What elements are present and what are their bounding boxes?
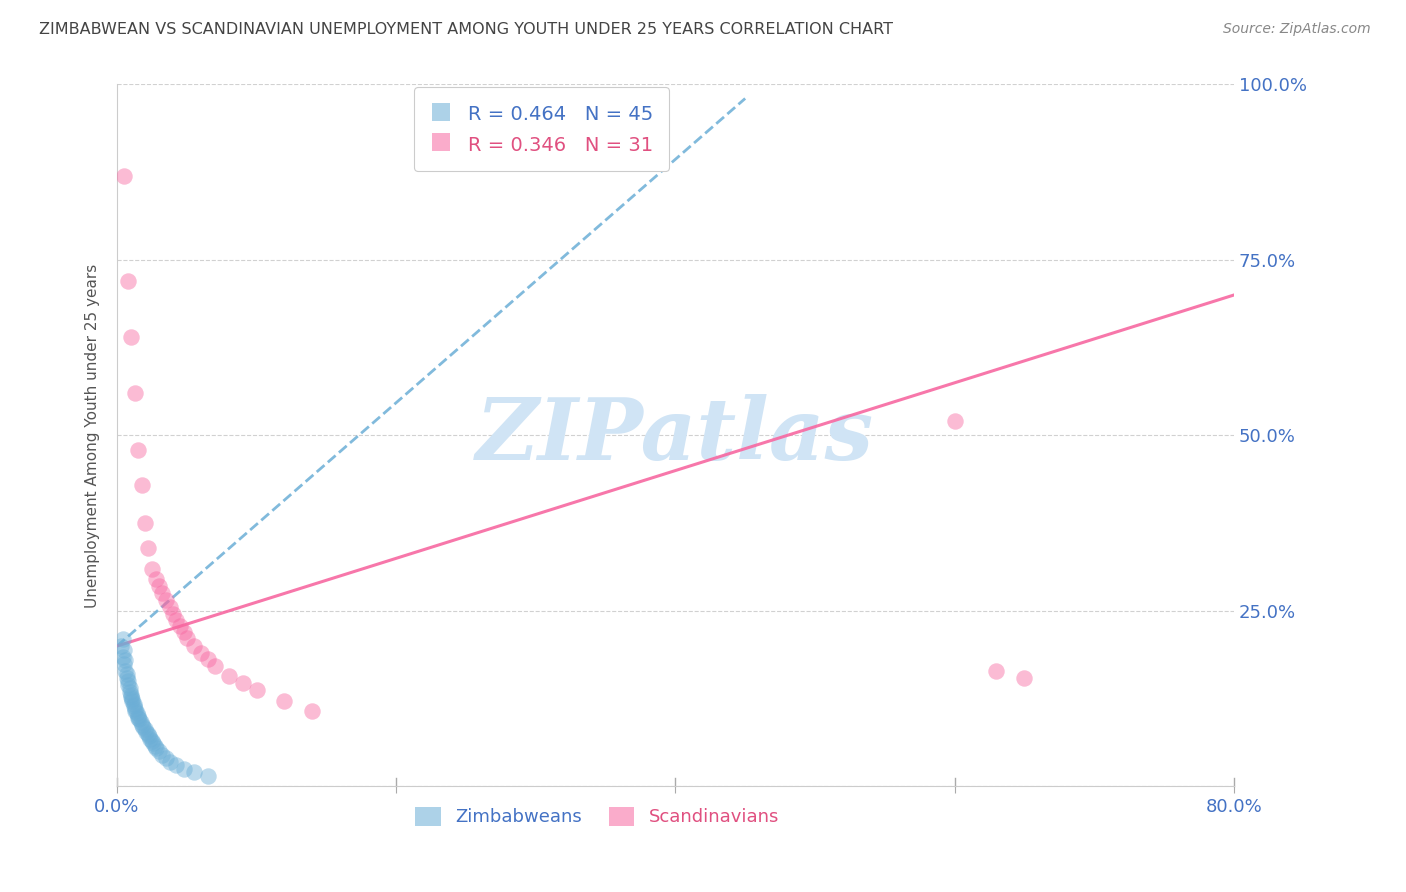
Text: ZIMBABWEAN VS SCANDINAVIAN UNEMPLOYMENT AMONG YOUTH UNDER 25 YEARS CORRELATION C: ZIMBABWEAN VS SCANDINAVIAN UNEMPLOYMENT … — [39, 22, 893, 37]
Point — [943, 414, 966, 428]
Point — [232, 675, 254, 690]
Point — [131, 477, 153, 491]
Point — [145, 573, 167, 587]
Point — [122, 699, 145, 714]
Point — [159, 755, 181, 769]
Point — [125, 706, 148, 720]
Point — [169, 619, 191, 633]
Point — [155, 751, 177, 765]
Point — [135, 724, 157, 739]
Point — [120, 690, 142, 704]
Point — [121, 691, 143, 706]
Point — [159, 600, 181, 615]
Point — [117, 674, 139, 689]
Point — [148, 744, 170, 758]
Point — [127, 442, 149, 457]
Point — [176, 631, 198, 645]
Point — [301, 704, 323, 718]
Point — [124, 702, 146, 716]
Point — [134, 722, 156, 736]
Legend: Zimbabweans, Scandinavians: Zimbabweans, Scandinavians — [408, 800, 786, 834]
Text: ZIPatlas: ZIPatlas — [477, 393, 875, 477]
Point — [139, 731, 162, 746]
Point — [165, 613, 187, 627]
Point — [127, 711, 149, 725]
Point — [114, 653, 136, 667]
Point — [145, 740, 167, 755]
Point — [273, 694, 295, 708]
Point — [117, 678, 139, 692]
Point — [124, 386, 146, 401]
Point — [183, 639, 205, 653]
Point — [173, 762, 195, 776]
Point — [148, 579, 170, 593]
Point — [165, 758, 187, 772]
Point — [197, 769, 219, 783]
Point — [112, 657, 135, 671]
Point — [162, 607, 184, 622]
Point — [190, 646, 212, 660]
Point — [131, 717, 153, 731]
Point — [115, 671, 138, 685]
Point — [150, 747, 173, 762]
Point — [118, 684, 141, 698]
Point — [204, 658, 226, 673]
Point — [112, 169, 135, 183]
Point — [245, 682, 267, 697]
Point — [1014, 671, 1036, 685]
Point — [136, 727, 159, 741]
Point — [197, 651, 219, 665]
Point — [111, 649, 134, 664]
Point — [173, 625, 195, 640]
Point — [129, 714, 152, 729]
Point — [118, 681, 141, 696]
Point — [183, 765, 205, 780]
Point — [117, 274, 139, 288]
Point — [141, 734, 163, 748]
Point — [218, 668, 240, 682]
Point — [128, 712, 150, 726]
Point — [111, 632, 134, 646]
Point — [986, 664, 1008, 678]
Point — [143, 739, 166, 753]
Point — [141, 562, 163, 576]
Point — [112, 642, 135, 657]
Point — [150, 586, 173, 600]
Point — [122, 697, 145, 711]
Point — [115, 667, 138, 681]
Point — [120, 688, 142, 702]
Point — [142, 736, 165, 750]
Point — [138, 729, 160, 743]
Point — [114, 664, 136, 678]
Point — [124, 704, 146, 718]
Y-axis label: Unemployment Among Youth under 25 years: Unemployment Among Youth under 25 years — [86, 263, 100, 607]
Point — [121, 694, 143, 708]
Point — [136, 541, 159, 555]
Point — [155, 593, 177, 607]
Point — [110, 639, 132, 653]
Point — [120, 330, 142, 344]
Text: Source: ZipAtlas.com: Source: ZipAtlas.com — [1223, 22, 1371, 37]
Point — [127, 709, 149, 723]
Point — [134, 516, 156, 531]
Point — [132, 720, 155, 734]
